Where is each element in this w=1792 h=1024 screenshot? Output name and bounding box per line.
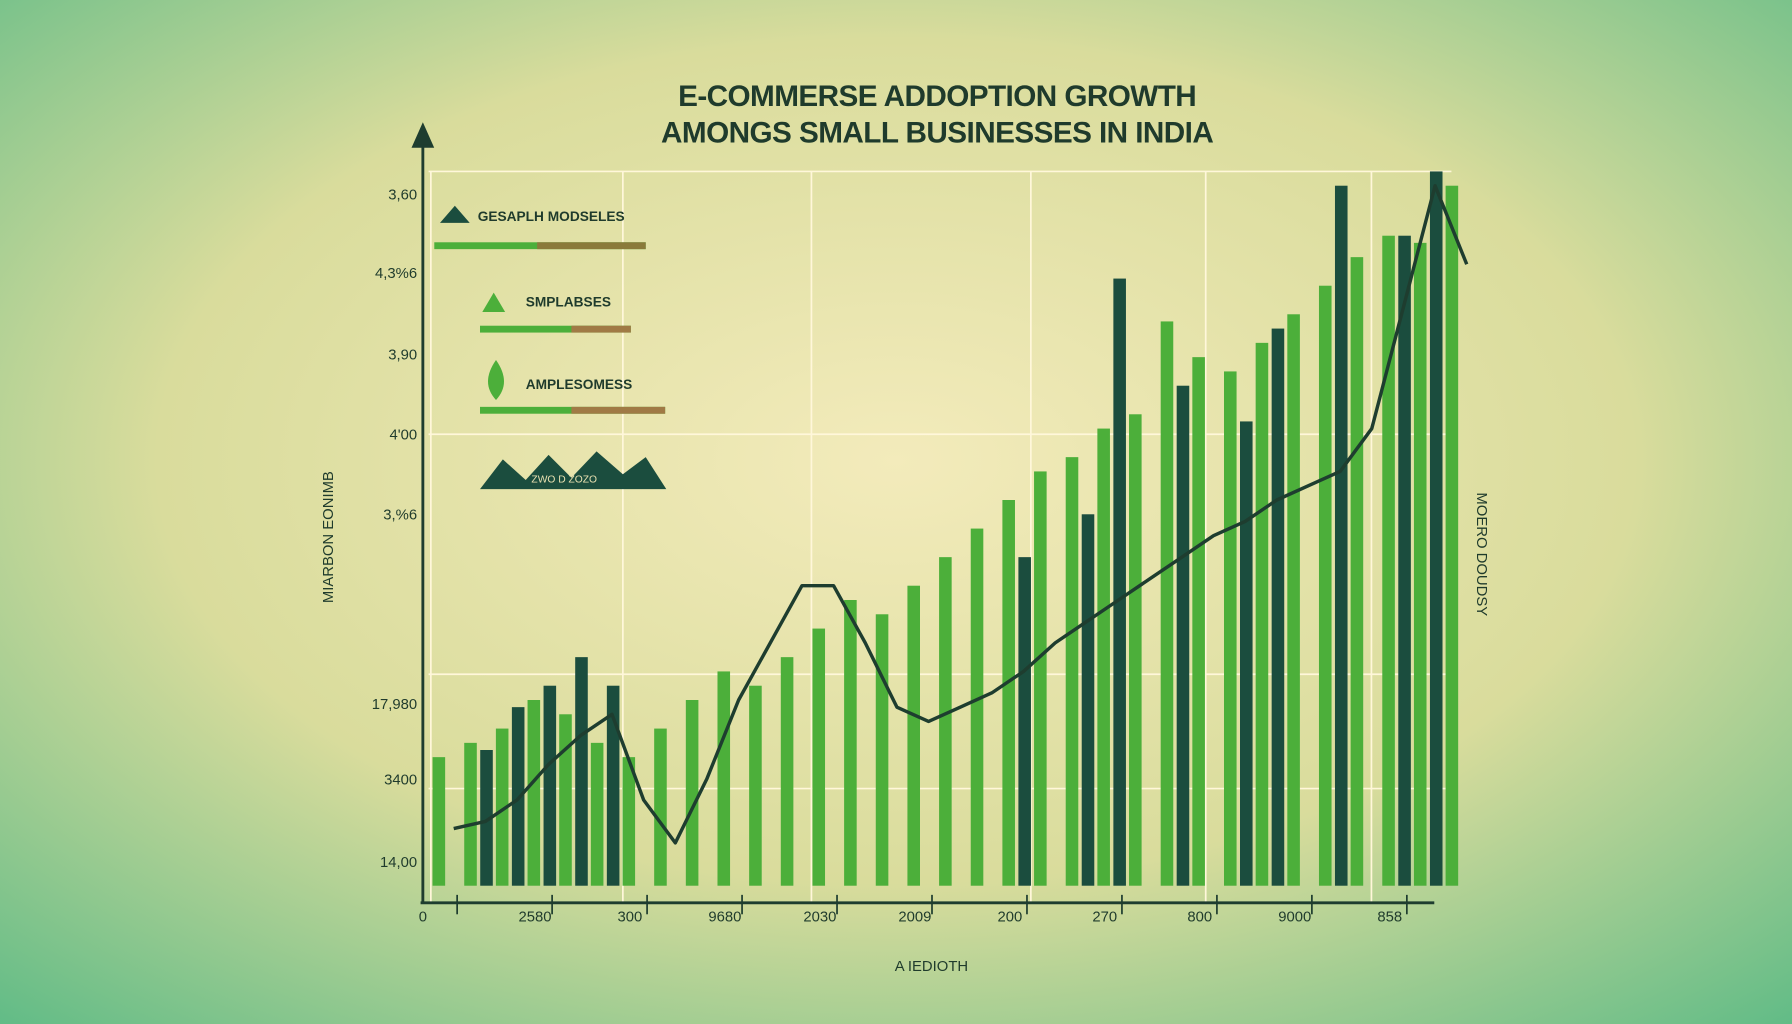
bar xyxy=(1018,557,1031,886)
legend-label: AMPLESOMESS xyxy=(526,377,633,392)
bar xyxy=(1271,328,1285,886)
x-tick-label: 2030 xyxy=(803,910,836,926)
y-axis-title: MIARBON EONIMB xyxy=(321,471,337,603)
bar xyxy=(1445,185,1459,886)
bar xyxy=(1176,385,1190,886)
bar xyxy=(480,750,493,886)
x-tick-label: 300 xyxy=(618,910,643,926)
x-tick-label: 9000 xyxy=(1278,910,1311,926)
x-tick-label: 800 xyxy=(1187,910,1212,926)
x-tick-label: 2580 xyxy=(518,910,551,926)
bar xyxy=(1350,257,1364,886)
y-tick-label: 3400 xyxy=(384,772,417,788)
bar xyxy=(1065,457,1079,886)
bar xyxy=(907,585,920,886)
bar xyxy=(432,757,446,886)
y-tick-label: 3,%6 xyxy=(383,507,417,523)
y-tick-label: 4'00 xyxy=(390,427,418,443)
x-tick-label: 858 xyxy=(1377,910,1402,926)
chart-subtitle: AMONGS SMALL BUSINESSES IN INDIA xyxy=(661,117,1213,150)
bar xyxy=(543,685,557,886)
y-tick-label: 3,60 xyxy=(388,187,417,203)
bar xyxy=(875,614,889,886)
y-tick-label: 4,3%6 xyxy=(375,266,417,282)
bar xyxy=(1160,321,1174,886)
bar xyxy=(1192,357,1205,886)
x-tick-label: 2009 xyxy=(898,910,931,926)
axes xyxy=(411,122,1435,905)
y2-axis-title: MOERO DOUDSY xyxy=(1473,492,1489,616)
bar xyxy=(559,714,572,886)
y-tick-label: 3,90 xyxy=(388,347,417,363)
bar xyxy=(622,757,636,886)
bar xyxy=(575,657,588,886)
bar xyxy=(1113,278,1126,886)
annotation: ZWO D ZOZO xyxy=(531,475,597,486)
bar xyxy=(1413,242,1427,886)
x-tick-label: 270 xyxy=(1092,910,1117,926)
bar xyxy=(780,657,794,886)
plot: 3,60 4,3%6 3,90 4'00 3,%6 17,980 3400 14,00 0 258… xyxy=(372,171,1469,926)
bar xyxy=(495,728,509,886)
bar xyxy=(1240,421,1253,886)
bar xyxy=(970,528,984,886)
bar xyxy=(1318,285,1332,886)
bar xyxy=(1224,371,1237,886)
x-axis-title: A IEDIOTH xyxy=(895,959,968,975)
bar xyxy=(464,742,477,886)
bar xyxy=(1255,342,1269,886)
line xyxy=(453,183,1469,845)
bar xyxy=(1287,314,1300,886)
bar xyxy=(1334,185,1348,886)
bar xyxy=(1398,235,1411,886)
bar xyxy=(590,742,604,886)
bar xyxy=(527,700,541,886)
x-tick-label: 200 xyxy=(997,910,1022,926)
x-tick-label: 9680 xyxy=(708,910,741,926)
y-tick-label: 14,00 xyxy=(380,855,417,871)
bar xyxy=(685,700,699,886)
bar xyxy=(1097,428,1110,886)
x-tick-label: 0 xyxy=(419,910,427,926)
bar xyxy=(749,685,762,886)
bar xyxy=(654,728,667,886)
bar xyxy=(939,557,952,886)
bar xyxy=(1081,514,1095,886)
bar xyxy=(1034,471,1047,886)
legend-label: GESAPLH MODSELES xyxy=(478,209,625,224)
bar xyxy=(717,671,731,886)
bar xyxy=(606,685,620,886)
bar xyxy=(1129,414,1142,886)
bar xyxy=(1002,500,1015,886)
bar xyxy=(844,600,857,886)
bar xyxy=(812,628,826,886)
bar xyxy=(1382,235,1395,886)
chart-title: E-COMMERSE ADDOPTION GROWTH xyxy=(678,80,1196,113)
y-tick-label: 17,980 xyxy=(372,697,417,713)
legend-label: SMPLABSES xyxy=(526,294,611,309)
legend: ZWO D ZOZO xyxy=(434,205,667,490)
bar xyxy=(1429,171,1443,886)
